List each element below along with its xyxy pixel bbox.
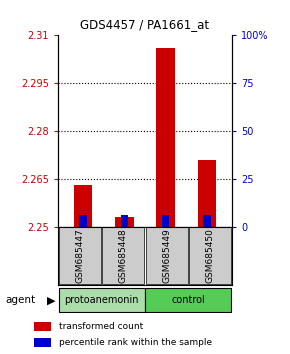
Bar (74, 185, 92, 227)
Text: protoanemonin: protoanemonin (64, 295, 139, 305)
Bar (203, 216, 211, 227)
Bar (162, 216, 169, 227)
Text: agent: agent (6, 295, 36, 305)
Text: control: control (171, 295, 205, 305)
Bar (79, 216, 87, 227)
Bar (59, 288, 145, 312)
Bar (34, 322, 51, 331)
Bar (189, 227, 231, 284)
Bar (198, 160, 216, 227)
Bar (59, 227, 101, 284)
Bar (145, 288, 231, 312)
Bar (121, 216, 128, 227)
Bar (156, 48, 175, 227)
Bar (146, 227, 188, 284)
Text: transformed count: transformed count (59, 322, 143, 331)
Text: GSM685447: GSM685447 (75, 228, 84, 283)
Text: ▶: ▶ (46, 295, 55, 305)
Text: GSM685448: GSM685448 (119, 228, 128, 283)
Text: GSM685450: GSM685450 (206, 228, 215, 283)
Bar (115, 217, 134, 227)
Text: percentile rank within the sample: percentile rank within the sample (59, 338, 212, 347)
Text: GSM685449: GSM685449 (162, 228, 171, 283)
Bar (34, 338, 51, 347)
Text: GDS4457 / PA1661_at: GDS4457 / PA1661_at (80, 18, 210, 31)
Bar (102, 227, 144, 284)
